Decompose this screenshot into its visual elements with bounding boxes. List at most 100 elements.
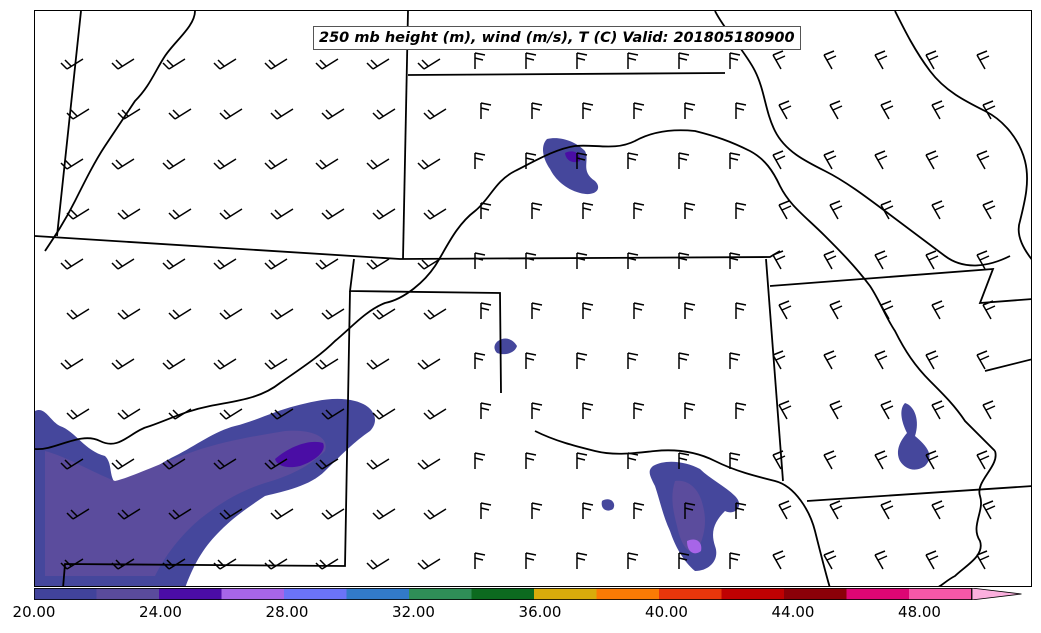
colorbar-segment [784,588,847,600]
wind-barb [66,508,90,520]
wind-barb [213,258,237,270]
wind-barb [627,352,639,369]
colorbar-segment [346,588,410,600]
colorbar-segment [96,588,160,600]
wind-barb [772,250,786,270]
wind-barb [874,50,888,70]
colorbar-segment [221,588,285,600]
wind-barb [778,500,792,520]
colorbar-extend-arrow [971,588,1022,600]
wind-barb [633,302,645,319]
wind-barb [982,400,996,420]
wind-barb [162,258,186,270]
wind-barb [66,308,90,320]
temperature-region-small-2 [601,499,615,511]
wind-barb [874,550,888,570]
wind-barb [219,508,243,520]
wind-barb [423,508,447,520]
wind-barb [735,502,747,519]
wind-barb [480,302,492,319]
boundary-line-3 [402,11,409,260]
wind-barb [111,558,135,570]
colorbar-segment [721,588,785,600]
wind-barb [778,300,792,320]
colorbar-segment [846,588,910,600]
wind-barb [772,150,786,170]
boundary-line-6 [62,290,351,586]
wind-barb [60,458,84,470]
temperature-core-1 [275,441,324,468]
wind-barb [684,302,696,319]
wind-barb [264,258,288,270]
wind-barb [213,158,237,170]
colorbar-tick-label: 44.00 [771,603,815,621]
boundary-line-10 [984,358,1031,372]
wind-barb [778,200,792,220]
wind-barb [366,258,390,270]
wind-barb [582,102,594,119]
wind-barb [111,458,135,470]
wind-barb [219,208,243,220]
wind-barb [678,452,690,469]
wind-barb [366,358,390,370]
wind-barb [474,152,486,169]
wind-barb [270,208,294,220]
wind-barb [321,308,345,320]
colorbar-tick-label: 24.00 [139,603,182,621]
wind-barb [162,358,186,370]
wind-barb [976,50,990,70]
river-1 [35,129,996,452]
wind-barb [823,50,837,70]
wind-barb [117,208,141,220]
wind-barb [474,52,486,69]
boundary-line-4 [407,72,726,76]
wind-barb [633,502,645,519]
wind-barb [219,308,243,320]
wind-barb [925,350,939,370]
wind-barb [531,202,543,219]
wind-barb [162,458,186,470]
wind-barb [66,208,90,220]
wind-barb [270,108,294,120]
wind-barb [264,558,288,570]
wind-barb [60,58,84,70]
wind-barb [366,558,390,570]
colorbar-tick-label: 28.00 [265,603,309,621]
colorbar-segment [284,588,347,600]
wind-barb [627,252,639,269]
wind-barb [321,108,345,120]
wind-barb [582,502,594,519]
wind-barb [735,402,747,419]
wind-barb [874,250,888,270]
wind-barb [372,108,396,120]
wind-barb [729,152,741,169]
wind-barb [823,550,837,570]
boundary-line-7 [765,258,784,482]
wind-barb [480,402,492,419]
colorbar-tick-label: 40.00 [645,603,688,621]
wind-barb [474,452,486,469]
wind-barb [684,102,696,119]
wind-barb [829,300,843,320]
wind-barb [264,158,288,170]
wind-barb [735,302,747,319]
wind-barb [772,550,786,570]
temperature-inner-texas [672,480,705,552]
wind-barb [576,152,588,169]
wind-barb [270,308,294,320]
wind-barb [117,108,141,120]
wind-barb [111,358,135,370]
wind-barb [874,350,888,370]
wind-barb [417,58,441,70]
wind-barb [525,552,537,569]
wind-barb [366,158,390,170]
wind-barb [270,408,294,420]
wind-barb [474,352,486,369]
wind-barb [982,100,996,120]
wind-barb [417,358,441,370]
wind-barb [168,108,192,120]
wind-barb [417,158,441,170]
wind-barb [162,158,186,170]
wind-barb [321,508,345,520]
temperature-region-oklahoma [543,138,599,195]
